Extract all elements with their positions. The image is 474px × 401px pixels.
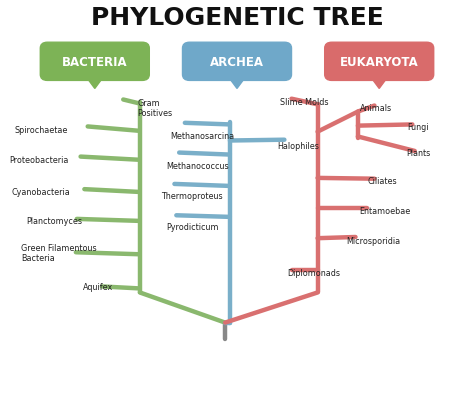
Polygon shape	[84, 75, 105, 89]
FancyBboxPatch shape	[182, 43, 292, 81]
Text: Planctomyces: Planctomyces	[26, 216, 82, 225]
Text: Entamoebae: Entamoebae	[359, 206, 410, 215]
Text: Methanosarcina: Methanosarcina	[171, 132, 235, 141]
Text: Gram
Positives: Gram Positives	[137, 99, 173, 118]
FancyBboxPatch shape	[40, 43, 149, 81]
Text: BACTERIA: BACTERIA	[62, 56, 128, 69]
Text: Microsporidia: Microsporidia	[346, 236, 400, 245]
Text: Animals: Animals	[360, 104, 392, 113]
Text: EUKARYOTA: EUKARYOTA	[340, 56, 419, 69]
Polygon shape	[227, 75, 247, 89]
Text: Plants: Plants	[407, 149, 431, 158]
Text: PHYLOGENETIC TREE: PHYLOGENETIC TREE	[91, 6, 383, 30]
Text: ARCHEA: ARCHEA	[210, 56, 264, 69]
Text: Ciliates: Ciliates	[367, 177, 397, 186]
Polygon shape	[369, 75, 390, 89]
Text: Halophiles: Halophiles	[277, 142, 319, 151]
Text: Cyanobacteria: Cyanobacteria	[12, 188, 71, 197]
Text: Slime Molds: Slime Molds	[280, 98, 328, 107]
Text: Fungi: Fungi	[408, 123, 429, 132]
Text: Pyrodicticum: Pyrodicticum	[166, 222, 219, 231]
Text: Green Filamentous
Bacteria: Green Filamentous Bacteria	[21, 243, 97, 262]
Text: Spirochaetae: Spirochaetae	[14, 126, 68, 135]
Text: Proteobacteria: Proteobacteria	[9, 156, 69, 165]
Text: Thermoproteus: Thermoproteus	[161, 192, 223, 201]
Text: Diplomonads: Diplomonads	[287, 268, 340, 277]
Text: Methanococcus: Methanococcus	[166, 162, 228, 171]
FancyBboxPatch shape	[325, 43, 434, 81]
Text: Aquifex: Aquifex	[83, 282, 113, 291]
